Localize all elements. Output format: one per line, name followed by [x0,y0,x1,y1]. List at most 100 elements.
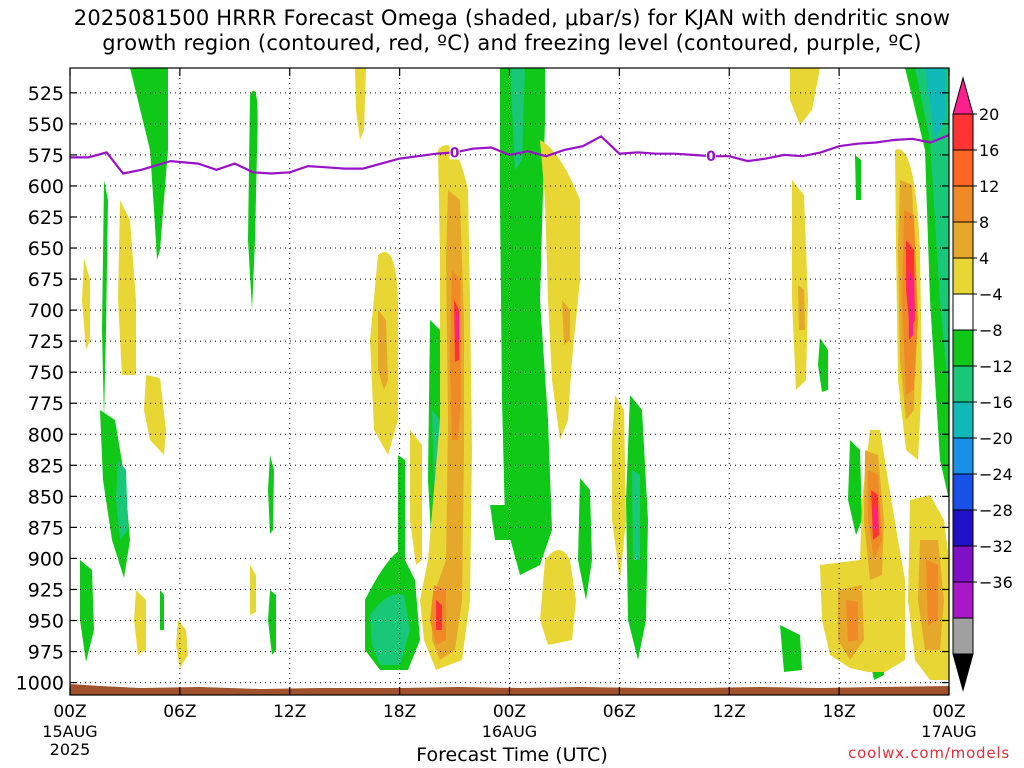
omega-region [176,620,188,668]
omega-region [268,590,276,655]
omega-region [540,550,576,645]
colorbar-cell [952,509,974,547]
colorbar-tick-label: 20 [979,105,999,124]
colorbar-legend: 20 16 12 8 4 −4 −8 −12 −16 −20 −24 −28 −32 −36 [952,76,1013,692]
colorbar-tick-label: −8 [979,321,1003,340]
omega-region [848,440,862,535]
y-tick-label: 900 [28,548,64,570]
omega-region [248,90,258,310]
x-date-label: 17AUG [921,722,976,741]
y-tick-label: 875 [28,517,64,539]
colorbar-tick-label: −12 [979,357,1013,376]
colorbar-cell [952,581,974,619]
colorbar-cell [952,185,974,223]
omega-region [873,505,877,530]
omega-region [398,455,405,560]
omega-region [562,300,570,345]
x-year-label: 2025 [50,740,91,759]
title-line-1: 2025081500 HRRR Forecast Omega (shaded, … [73,6,951,30]
freezing-level-line [70,133,949,175]
x-tick-label: 06Z [163,702,196,722]
y-tick-label: 975 [28,642,64,664]
x-tick-label: 18Z [383,702,416,722]
x-tick-label: 00Z [493,702,526,722]
title-line-2: growth region (contoured, red, ºC) and f… [102,31,922,55]
y-tick-label: 625 [28,207,64,229]
x-date-label: 15AUG [42,722,97,741]
colorbar-cell [952,329,974,367]
y-tick-label: 825 [28,455,64,477]
omega-region [792,180,808,390]
colorbar-cell [952,545,974,583]
x-tick-label: 06Z [603,702,636,722]
freezing-level-label: 0 [450,145,460,161]
colorbar-tick-label: −4 [979,285,1003,304]
omega-region [134,590,146,655]
colorbar-tick-label: 12 [979,177,999,196]
y-tick-label: 600 [28,176,64,198]
omega-region [250,565,256,615]
omega-region [80,560,94,662]
omega-region [578,478,592,600]
y-tick-label: 775 [28,393,64,415]
omega-region [268,455,274,534]
freezing-level-label: 0 [706,149,716,165]
omega-region [410,430,422,565]
omega-region [925,68,945,140]
y-tick-label: 750 [28,362,64,384]
omega-region [116,460,128,540]
colorbar-tick-label: −20 [979,429,1013,448]
omega-region [118,200,136,375]
omega-region [780,625,802,672]
omega-region [355,68,366,140]
x-tick-label: 18Z [822,702,855,722]
y-tick-label: 575 [28,145,64,167]
omega-region [855,155,861,200]
omega-region [130,68,168,260]
y-tick-label: 525 [28,83,64,105]
colorbar-cell [952,653,974,692]
x-tick-label: 00Z [53,702,86,722]
colorbar-cell [952,221,974,259]
colorbar-tick-label: −16 [979,393,1013,412]
omega-region [926,560,938,625]
colorbar-tick-label: 4 [979,249,989,268]
y-tick-label: 850 [28,486,64,508]
colorbar-cell [952,76,974,115]
plot-area [70,68,949,695]
y-tick-label: 1000 [16,673,64,695]
omega-region [510,68,525,170]
colorbar-cell [952,293,974,331]
colorbar-cell [952,149,974,187]
y-tick-label: 650 [28,238,64,260]
omega-region [500,68,552,575]
omega-region [370,594,410,665]
site-watermark: coolwx.com/models [848,744,1010,762]
colorbar-cell [952,437,974,475]
colorbar-tick-label: −36 [979,573,1013,592]
colorbar-cell [952,401,974,439]
omega-region [102,180,108,420]
omega-region [818,338,828,392]
omega-shading [80,68,949,680]
colorbar-tick-label: −28 [979,501,1013,520]
omega-region [632,470,640,560]
omega-region [160,590,164,630]
y-axis: 525 550 575 600 625 650 675 700 725 750 775 800 825 8… [16,83,949,695]
y-tick-label: 700 [28,300,64,322]
chart-title: 2025081500 HRRR Forecast Omega (shaded, … [0,6,1024,56]
omega-region [790,68,820,125]
omega-region [490,505,512,540]
omega-region [908,270,913,340]
omega-region [456,310,459,340]
fl-label-bg [449,144,460,160]
fl-label-bg [705,148,716,164]
y-tick-label: 925 [28,579,64,601]
x-tick-label: 12Z [273,702,306,722]
colorbar-tick-label: 16 [979,141,999,160]
omega-region [798,285,805,330]
omega-region [144,375,166,455]
omega-region [915,68,949,400]
